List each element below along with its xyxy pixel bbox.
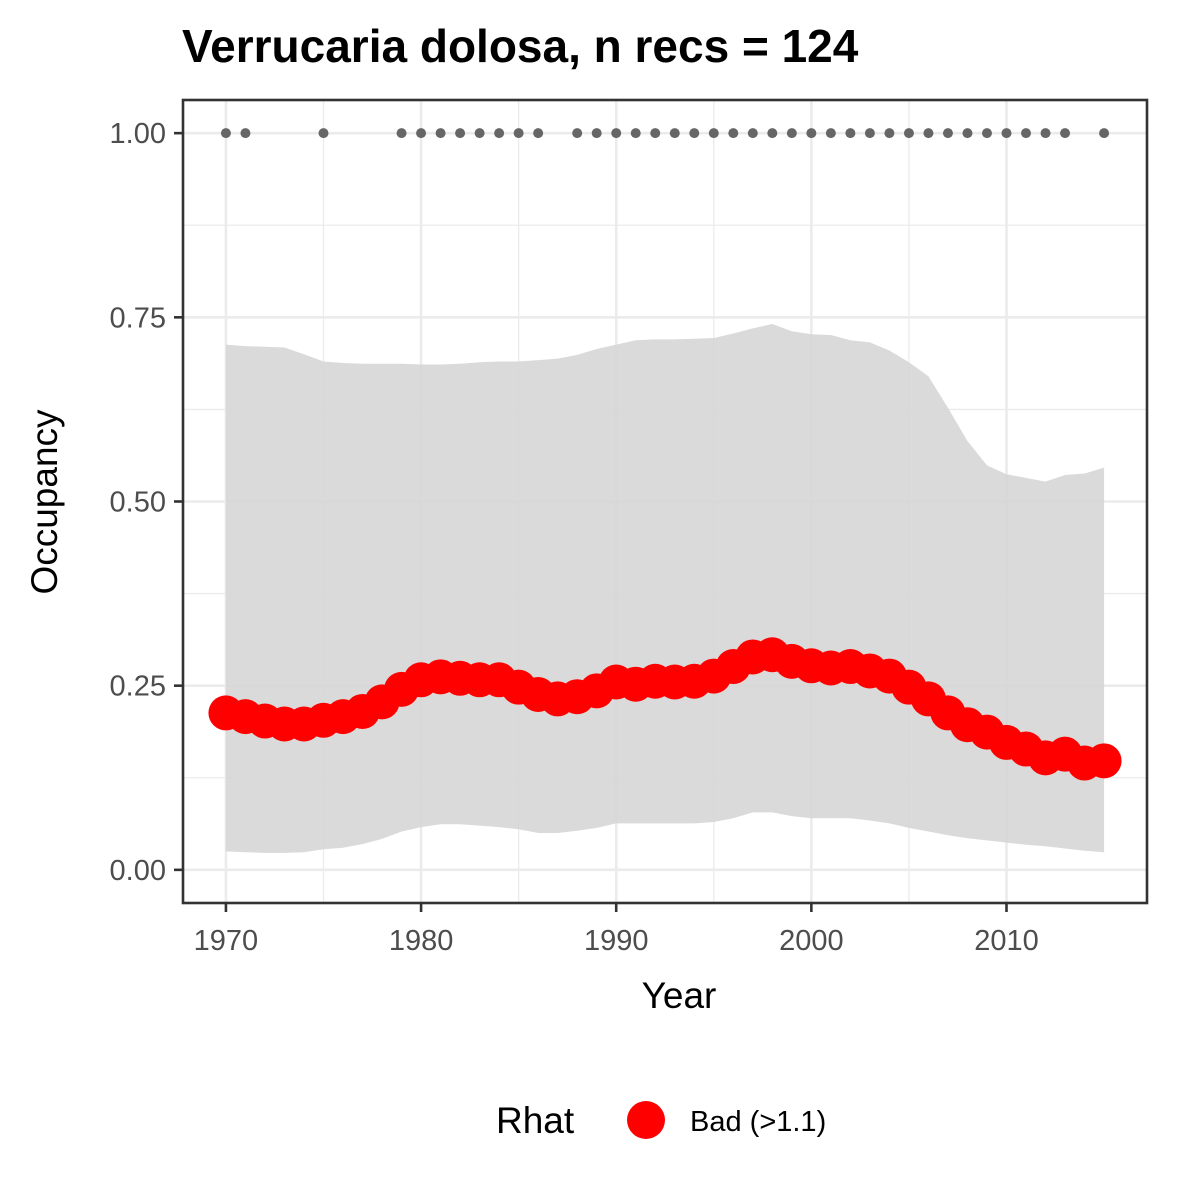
occupancy-point bbox=[1086, 743, 1122, 779]
record-point bbox=[474, 128, 485, 139]
record-point bbox=[825, 128, 836, 139]
record-point bbox=[962, 128, 973, 139]
record-point bbox=[318, 128, 329, 139]
record-point bbox=[806, 128, 817, 139]
record-point bbox=[396, 128, 407, 139]
record-point bbox=[942, 128, 953, 139]
record-point bbox=[591, 128, 602, 139]
record-point bbox=[611, 128, 622, 139]
record-point bbox=[728, 128, 739, 139]
x-tick-label: 1980 bbox=[389, 925, 454, 957]
record-point bbox=[669, 128, 680, 139]
record-point bbox=[767, 128, 778, 139]
x-tick-label: 1990 bbox=[584, 925, 649, 957]
credible-interval-band bbox=[225, 324, 1105, 853]
x-tick-label: 2010 bbox=[974, 925, 1039, 957]
x-tick-label: 1970 bbox=[194, 925, 259, 957]
record-point bbox=[513, 128, 524, 139]
chart-title: Verrucaria dolosa, n recs = 124 bbox=[182, 20, 859, 72]
record-point bbox=[747, 128, 758, 139]
record-point bbox=[708, 128, 719, 139]
legend-key-bad bbox=[627, 1101, 665, 1139]
record-point bbox=[650, 128, 661, 139]
record-point bbox=[1099, 128, 1110, 139]
y-tick-label: 0.50 bbox=[110, 487, 166, 519]
y-axis-title: Occupancy bbox=[24, 409, 65, 595]
record-point bbox=[533, 128, 544, 139]
record-point bbox=[1040, 128, 1051, 139]
record-point bbox=[903, 128, 914, 139]
record-point bbox=[864, 128, 875, 139]
record-point bbox=[455, 128, 466, 139]
record-point bbox=[416, 128, 427, 139]
legend-label-bad: Bad (>1.1) bbox=[690, 1106, 826, 1138]
x-tick-label: 2000 bbox=[779, 925, 844, 957]
record-point bbox=[981, 128, 992, 139]
legend-title: Rhat bbox=[496, 1100, 575, 1141]
record-point bbox=[1021, 128, 1032, 139]
x-axis-title: Year bbox=[642, 975, 717, 1016]
record-point bbox=[435, 128, 446, 139]
record-point bbox=[923, 128, 934, 139]
record-point bbox=[786, 128, 797, 139]
record-point bbox=[1001, 128, 1012, 139]
record-point bbox=[845, 128, 856, 139]
record-point bbox=[1060, 128, 1071, 139]
plot-panel bbox=[183, 100, 1147, 903]
y-tick-label: 0.75 bbox=[110, 302, 166, 334]
legend: Rhat Bad (>1.1) bbox=[496, 1100, 826, 1141]
axes: 1970 1980 1990 2000 2010 0.00 0.25 0.50 0.75 1.00 bbox=[110, 98, 1149, 957]
y-tick-label: 1.00 bbox=[110, 118, 166, 150]
record-point bbox=[572, 128, 583, 139]
record-point bbox=[689, 128, 700, 139]
record-point bbox=[240, 128, 251, 139]
record-point bbox=[630, 128, 641, 139]
y-tick-label: 0.00 bbox=[110, 855, 166, 887]
record-point bbox=[220, 128, 231, 139]
record-point bbox=[884, 128, 895, 139]
record-point bbox=[494, 128, 505, 139]
y-tick-label: 0.25 bbox=[110, 671, 166, 703]
